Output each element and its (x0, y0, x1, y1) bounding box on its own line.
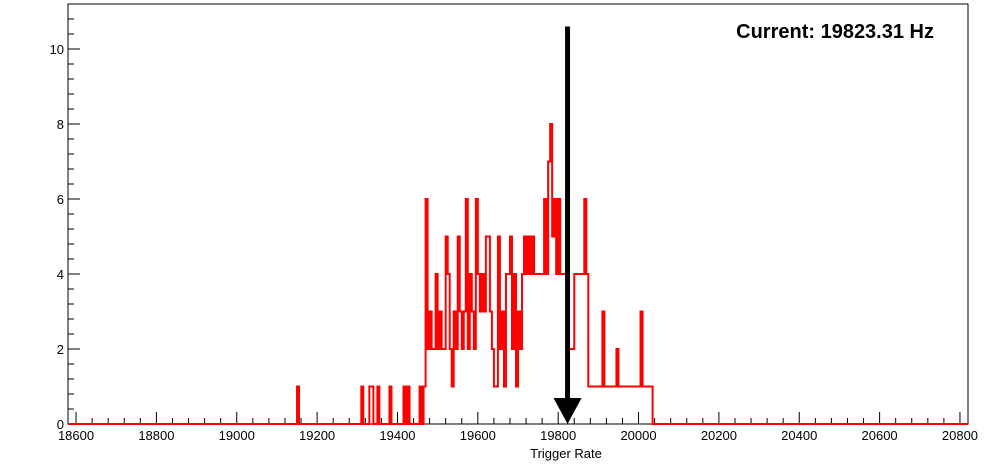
y-tick-label: 2 (57, 342, 64, 357)
current-rate-label: Current: 19823.31 Hz (736, 21, 934, 43)
histogram-series-line (68, 123, 968, 425)
x-axis-title: Trigger Rate (530, 446, 602, 461)
x-tick-label: 18600 (58, 428, 94, 443)
x-tick-label: 19000 (219, 428, 255, 443)
y-tick-label: 0 (57, 417, 64, 432)
y-tick-label: 4 (57, 267, 64, 282)
y-tick-label: 6 (57, 192, 64, 207)
x-tick-label: 20200 (701, 428, 737, 443)
x-tick-label: 18800 (138, 428, 174, 443)
x-tick-label: 19400 (379, 428, 415, 443)
y-axis: 0 2 4 6 8 10 (50, 3, 80, 432)
x-tick-label: 20000 (620, 428, 656, 443)
x-axis: 18600 18800 19000 19200 19400 19600 19800 20000… (58, 412, 978, 443)
x-tick-label: 20600 (862, 428, 898, 443)
x-tick-label: 19600 (460, 428, 496, 443)
current-rate-arrow-head (553, 398, 582, 424)
x-tick-label: 20400 (781, 428, 817, 443)
y-tick-label: 10 (50, 42, 64, 57)
x-tick-label: 19200 (299, 428, 335, 443)
y-tick-label: 8 (57, 117, 64, 132)
x-tick-label: 19800 (540, 428, 576, 443)
x-tick-label: 20800 (942, 428, 978, 443)
